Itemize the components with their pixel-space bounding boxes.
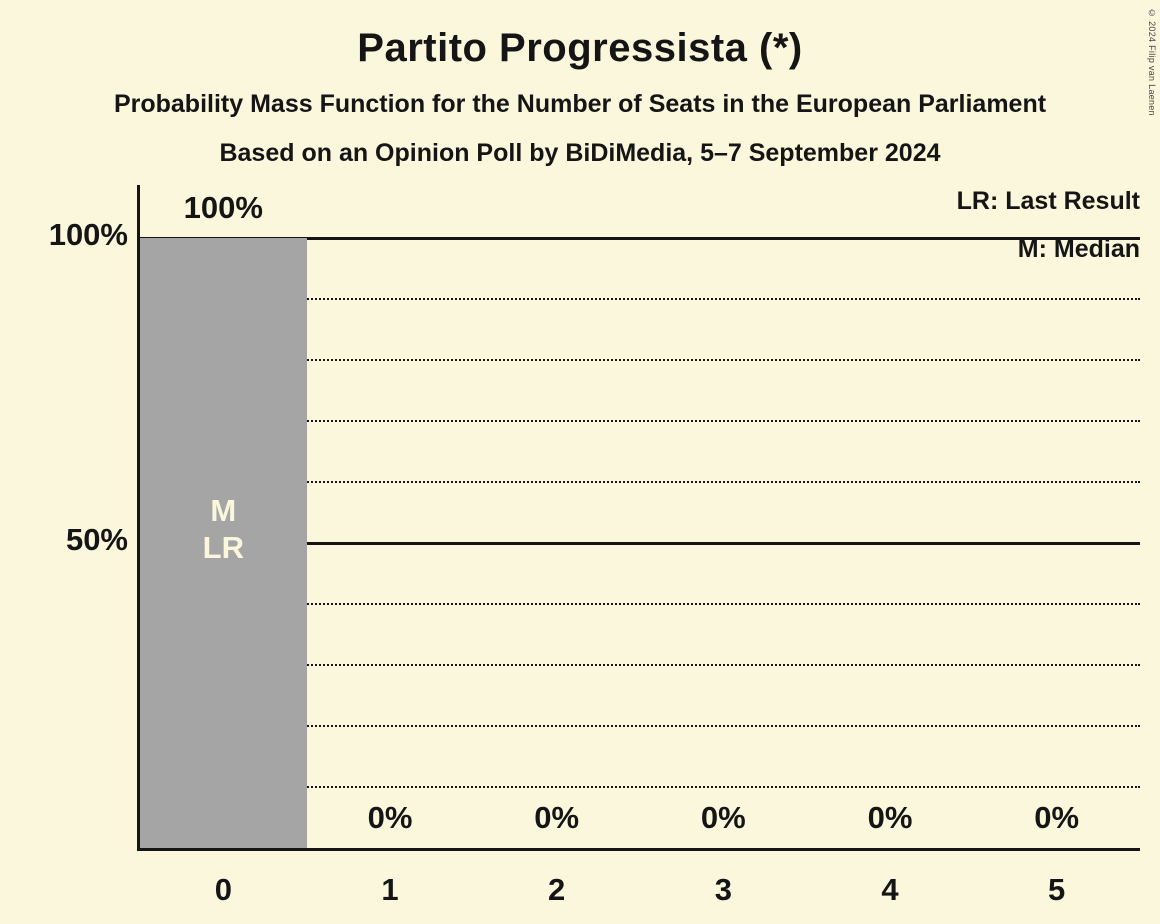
x-axis-tick-label: 2 [548,872,566,907]
bar-annotation-line: LR [202,530,244,565]
y-axis-tick-label: 50% [65,522,128,557]
gridline-dotted [140,786,1140,788]
copyright-notice: © 2024 Filip van Laenen [1147,8,1157,116]
gridline-dotted [140,603,1140,605]
bar-value-label: 0% [867,800,913,835]
gridline-dotted [140,725,1140,727]
bar-value-label: 0% [534,800,580,835]
bar-value-label: 0% [700,800,746,835]
bar-annotation: M LR [140,492,307,566]
bar-value-label: 100% [183,190,263,225]
legend-median: M: Median [1017,235,1140,263]
x-axis-line [137,848,1140,851]
bar-value-label: 0% [367,800,413,835]
gridline-dotted [140,420,1140,422]
chart-subtitle-source: Based on an Opinion Poll by BiDiMedia, 5… [219,139,941,167]
y-axis-tick-label: 100% [48,217,128,252]
gridline-dotted [140,481,1140,483]
gridline-solid [140,236,1140,240]
x-axis-tick-label: 5 [1048,872,1066,907]
chart-subtitle: Probability Mass Function for the Number… [113,90,1047,118]
gridline-solid [140,541,1140,545]
legend-last-result: LR: Last Result [956,187,1140,215]
bar-annotation-line: M [210,493,237,528]
gridline-dotted [140,298,1140,300]
y-axis-line [137,185,140,851]
x-axis-tick-label: 1 [381,872,399,907]
gridline-dotted [140,359,1140,361]
x-axis-tick-label: 0 [214,872,232,907]
x-axis-tick-label: 4 [881,872,899,907]
x-axis-tick-label: 3 [714,872,732,907]
chart-title: Partito Progressista (*) [357,26,803,70]
gridline-dotted [140,664,1140,666]
bar [140,238,307,848]
bar-value-label: 0% [1034,800,1080,835]
